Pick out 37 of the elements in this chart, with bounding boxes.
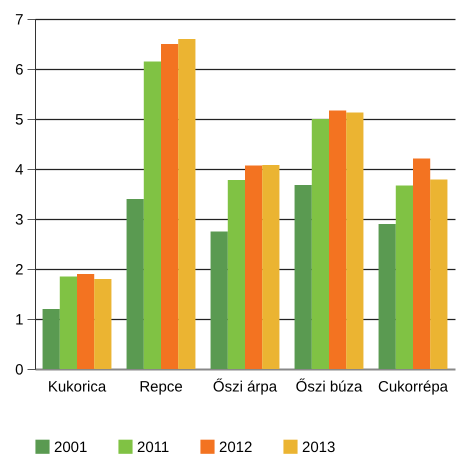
bar bbox=[126, 199, 144, 369]
y-tick-label: 0 bbox=[15, 362, 24, 378]
legend-label: 2001 bbox=[54, 438, 88, 456]
x-tick-label: Cukorrépa bbox=[378, 378, 449, 396]
bar bbox=[144, 62, 161, 369]
x-tick-label: Repce bbox=[139, 378, 183, 396]
y-tick-label: 6 bbox=[15, 62, 24, 78]
bar bbox=[312, 119, 329, 369]
bar bbox=[413, 158, 430, 369]
legend-label: 2011 bbox=[137, 438, 170, 456]
y-tick-label: 2 bbox=[15, 262, 24, 278]
bar bbox=[346, 112, 364, 369]
x-tick-label: Őszi búza bbox=[296, 378, 363, 396]
y-tick-label: 5 bbox=[15, 112, 24, 128]
bar bbox=[178, 39, 196, 369]
bar bbox=[161, 44, 178, 369]
y-tick-label: 4 bbox=[15, 162, 24, 178]
y-tick-label: 7 bbox=[15, 12, 24, 28]
bar bbox=[94, 279, 112, 369]
y-tick-label: 1 bbox=[15, 312, 24, 328]
bar bbox=[42, 309, 60, 369]
bar bbox=[294, 185, 312, 369]
bar bbox=[262, 165, 280, 369]
bar bbox=[378, 224, 396, 369]
bar bbox=[245, 166, 262, 369]
bar bbox=[77, 274, 94, 369]
legend-label: 2013 bbox=[302, 438, 336, 456]
bar bbox=[430, 180, 448, 369]
legend-label: 2012 bbox=[219, 438, 252, 456]
x-tick-label: Őszi árpa bbox=[212, 378, 278, 396]
x-tick-label: Kukorica bbox=[48, 378, 107, 396]
bar bbox=[396, 186, 413, 369]
bar bbox=[60, 276, 77, 369]
bar bbox=[329, 110, 346, 369]
bar bbox=[210, 232, 228, 369]
y-tick-label: 3 bbox=[15, 212, 24, 228]
bar bbox=[228, 180, 245, 369]
